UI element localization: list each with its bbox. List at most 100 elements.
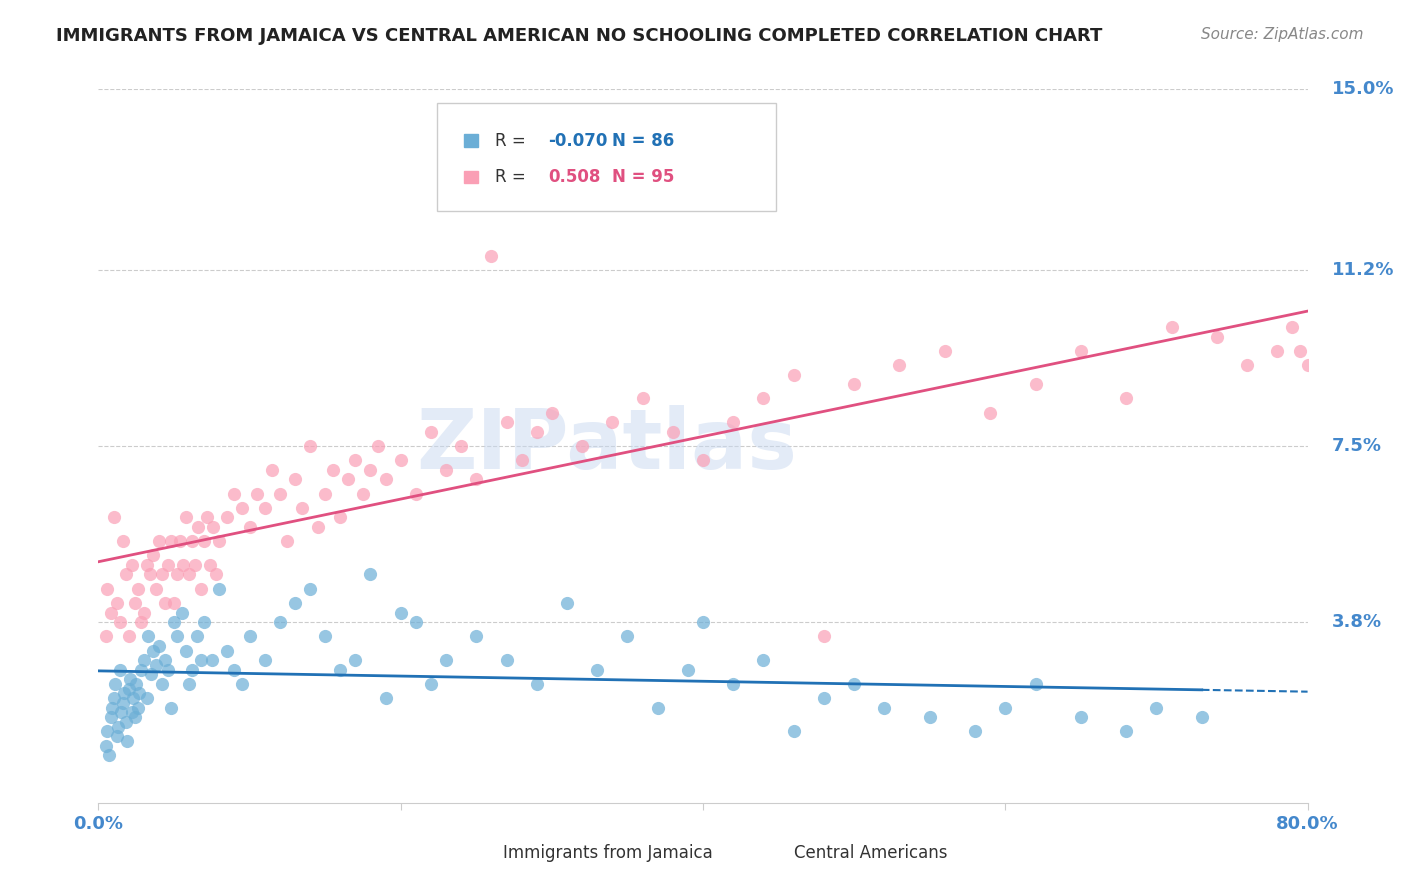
Point — [201, 653, 224, 667]
Point — [1289, 343, 1312, 358]
Point — [174, 510, 197, 524]
Point — [156, 663, 179, 677]
Point — [148, 534, 170, 549]
Point — [132, 606, 155, 620]
Point — [510, 453, 533, 467]
Point — [307, 520, 329, 534]
Text: 7.5%: 7.5% — [1331, 437, 1382, 455]
Point — [1267, 343, 1289, 358]
Point — [118, 629, 141, 643]
Point — [105, 729, 128, 743]
Point — [98, 748, 121, 763]
Text: 11.2%: 11.2% — [1331, 261, 1395, 279]
Point — [181, 534, 204, 549]
Point — [115, 734, 138, 748]
Point — [405, 615, 427, 629]
Point — [163, 615, 186, 629]
Point — [783, 368, 806, 382]
Point — [526, 425, 548, 439]
Point — [103, 691, 125, 706]
Point — [127, 700, 149, 714]
Point — [112, 686, 135, 700]
Point — [1206, 329, 1229, 343]
Point — [224, 486, 246, 500]
Point — [94, 739, 117, 753]
Point — [1160, 320, 1182, 334]
Point — [994, 700, 1017, 714]
Point — [329, 663, 352, 677]
Point — [179, 567, 201, 582]
Point — [186, 629, 208, 643]
Text: 3.8%: 3.8% — [1331, 613, 1382, 631]
Point — [352, 486, 374, 500]
Point — [1191, 710, 1213, 724]
Point — [420, 425, 443, 439]
Point — [314, 629, 336, 643]
Point — [160, 534, 183, 549]
Point — [100, 606, 122, 620]
Point — [107, 720, 129, 734]
Point — [148, 639, 170, 653]
Point — [141, 667, 163, 681]
Point — [132, 653, 155, 667]
Point — [156, 558, 179, 572]
Point — [104, 677, 127, 691]
Point — [129, 663, 152, 677]
Text: N = 95: N = 95 — [613, 168, 675, 186]
Point — [145, 657, 167, 672]
Point — [114, 567, 136, 582]
Point — [752, 392, 775, 406]
Text: 0.508: 0.508 — [548, 168, 600, 186]
Point — [322, 463, 344, 477]
Text: R =: R = — [495, 132, 531, 150]
Point — [163, 596, 186, 610]
Text: Immigrants from Jamaica: Immigrants from Jamaica — [503, 844, 713, 862]
Point — [602, 415, 624, 429]
Point — [135, 691, 157, 706]
Point — [269, 486, 291, 500]
Point — [129, 615, 152, 629]
Point — [405, 486, 427, 500]
Point — [127, 582, 149, 596]
Point — [465, 629, 488, 643]
Point — [111, 696, 134, 710]
Point — [284, 472, 307, 486]
Point — [100, 710, 122, 724]
Point — [179, 677, 201, 691]
Point — [344, 453, 367, 467]
Point — [124, 596, 146, 610]
Text: IMMIGRANTS FROM JAMAICA VS CENTRAL AMERICAN NO SCHOOLING COMPLETED CORRELATION C: IMMIGRANTS FROM JAMAICA VS CENTRAL AMERI… — [56, 27, 1102, 45]
Point — [979, 406, 1001, 420]
Point — [246, 486, 269, 500]
Point — [262, 463, 284, 477]
Point — [420, 677, 443, 691]
Point — [1296, 358, 1319, 372]
Point — [336, 472, 359, 486]
Point — [239, 520, 262, 534]
Point — [124, 710, 146, 724]
Point — [1024, 677, 1046, 691]
Point — [434, 653, 457, 667]
Point — [190, 653, 212, 667]
Point — [120, 672, 142, 686]
Point — [103, 510, 125, 524]
Point — [96, 582, 118, 596]
Point — [239, 629, 262, 643]
Point — [284, 596, 307, 610]
Point — [276, 534, 298, 549]
Point — [170, 606, 193, 620]
Point — [111, 534, 134, 549]
Point — [889, 358, 911, 372]
Point — [150, 677, 173, 691]
Point — [465, 472, 488, 486]
Point — [434, 463, 457, 477]
Point — [723, 677, 745, 691]
Point — [231, 500, 253, 515]
Point — [631, 392, 654, 406]
Text: R =: R = — [495, 168, 531, 186]
Text: Central Americans: Central Americans — [793, 844, 948, 862]
Point — [813, 691, 835, 706]
Point — [676, 663, 699, 677]
Point — [145, 582, 167, 596]
Point — [153, 653, 176, 667]
